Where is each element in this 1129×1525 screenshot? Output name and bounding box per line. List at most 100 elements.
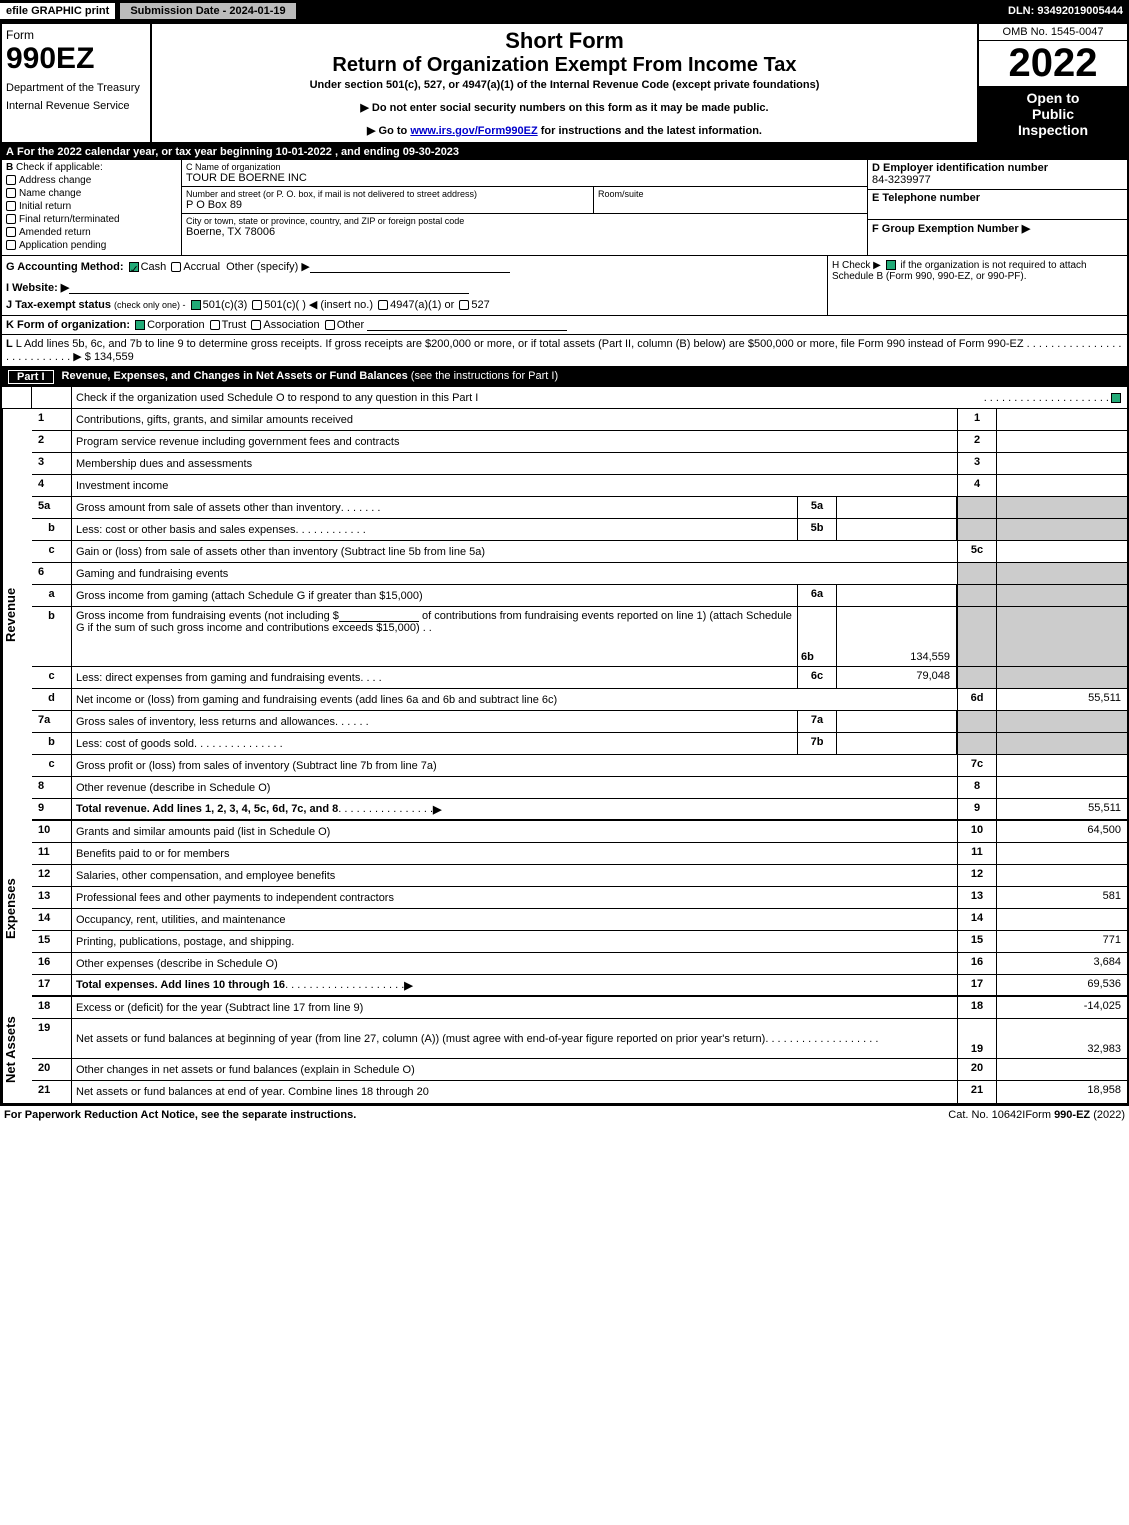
chk-initial-return[interactable] xyxy=(6,201,16,211)
chk-association[interactable] xyxy=(251,320,261,330)
line-16: 16Other expenses (describe in Schedule O… xyxy=(32,953,1127,975)
chk-accrual[interactable] xyxy=(171,262,181,272)
line-21-value: 18,958 xyxy=(997,1081,1127,1103)
other-specify-input[interactable] xyxy=(310,261,510,273)
section-c: C Name of organization TOUR DE BOERNE IN… xyxy=(182,160,867,255)
line-2: 2Program service revenue including gover… xyxy=(32,431,1127,453)
line-6d-value: 55,511 xyxy=(997,689,1127,710)
chk-527[interactable] xyxy=(459,300,469,310)
line-10-value: 64,500 xyxy=(997,821,1127,842)
line-6c-value: 79,048 xyxy=(837,667,957,688)
group-exemption-label: F Group Exemption Number ▶ xyxy=(872,223,1030,235)
footer: For Paperwork Reduction Act Notice, see … xyxy=(0,1105,1129,1124)
line-8: 8Other revenue (describe in Schedule O)8 xyxy=(32,777,1127,799)
line-6b-value: 134,559 xyxy=(837,607,957,666)
chk-other-org[interactable] xyxy=(325,320,335,330)
line-14: 14Occupancy, rent, utilities, and mainte… xyxy=(32,909,1127,931)
chk-trust[interactable] xyxy=(210,320,220,330)
phone-label: E Telephone number xyxy=(872,192,980,204)
line-5a-value xyxy=(837,497,957,518)
line-7c: cGross profit or (loss) from sales of in… xyxy=(32,755,1127,777)
contrib-amount-input[interactable] xyxy=(339,610,419,622)
chk-final-return[interactable] xyxy=(6,214,16,224)
line-11: 11Benefits paid to or for members11 xyxy=(32,843,1127,865)
revenue-section: Revenue 1Contributions, gifts, grants, a… xyxy=(2,409,1127,821)
efile-label: efile GRAPHIC print xyxy=(0,3,115,19)
room-suite-label: Room/suite xyxy=(593,187,648,213)
section-g-h: G Accounting Method: ✓Cash Accrual Other… xyxy=(2,256,1127,316)
other-org-input[interactable] xyxy=(367,319,567,331)
line-13: 13Professional fees and other payments t… xyxy=(32,887,1127,909)
line-5c-value xyxy=(997,541,1127,562)
expenses-section: Expenses 10Grants and similar amounts pa… xyxy=(2,821,1127,997)
line-3: 3Membership dues and assessments3 xyxy=(32,453,1127,475)
section-a: A For the 2022 calendar year, or tax yea… xyxy=(2,144,1127,160)
gross-receipts-amount: ▶ $ 134,559 xyxy=(73,351,133,363)
line-17-value: 69,536 xyxy=(997,975,1127,995)
line-15: 15Printing, publications, postage, and s… xyxy=(32,931,1127,953)
line-19-value: 32,983 xyxy=(997,1019,1127,1058)
line-1: 1Contributions, gifts, grants, and simil… xyxy=(32,409,1127,431)
line-5b-value xyxy=(837,519,957,540)
title-main: Return of Organization Exempt From Incom… xyxy=(160,54,969,77)
chk-501c3[interactable] xyxy=(191,300,201,310)
chk-amended-return[interactable] xyxy=(6,227,16,237)
inspection-box: Open to Public Inspection xyxy=(979,86,1127,142)
form-number: 990EZ xyxy=(6,42,146,76)
line-15-value: 771 xyxy=(997,931,1127,952)
city-label: City or town, state or province, country… xyxy=(186,216,863,226)
chk-schedule-o[interactable] xyxy=(1111,393,1121,403)
chk-501c[interactable] xyxy=(252,300,262,310)
org-name-label: C Name of organization xyxy=(186,162,863,172)
header-center: Short Form Return of Organization Exempt… xyxy=(152,24,977,142)
line-4: 4Investment income4 xyxy=(32,475,1127,497)
line-6b: bGross income from fundraising events (n… xyxy=(32,607,1127,667)
chk-corporation[interactable] xyxy=(135,320,145,330)
chk-cash[interactable]: ✓ xyxy=(129,262,139,272)
chk-4947[interactable] xyxy=(378,300,388,310)
section-k: K Form of organization: Corporation Trus… xyxy=(2,316,1127,335)
footer-cat: Cat. No. 10642I xyxy=(948,1109,1025,1121)
chk-address-change[interactable] xyxy=(6,175,16,185)
line-5c: cGain or (loss) from sale of assets othe… xyxy=(32,541,1127,563)
chk-schedule-b[interactable] xyxy=(886,260,896,270)
line-12: 12Salaries, other compensation, and empl… xyxy=(32,865,1127,887)
form-container: Form 990EZ Department of the Treasury In… xyxy=(0,22,1129,1105)
footer-right: Form 990-EZ (2022) xyxy=(1025,1109,1125,1121)
subtitle: Under section 501(c), 527, or 4947(a)(1)… xyxy=(160,79,969,91)
ein-value: 84-3239977 xyxy=(872,174,1123,186)
part1-header: Part I Revenue, Expenses, and Changes in… xyxy=(2,367,1127,387)
part1-label: Part I xyxy=(8,370,54,384)
line-9-value: 55,511 xyxy=(997,799,1127,819)
irs-label: Internal Revenue Service xyxy=(6,100,146,112)
department-label: Department of the Treasury xyxy=(6,82,146,94)
line-6c: cLess: direct expenses from gaming and f… xyxy=(32,667,1127,689)
line-20: 20Other changes in net assets or fund ba… xyxy=(32,1059,1127,1081)
info-grid: B Check if applicable: Address change Na… xyxy=(2,160,1127,256)
chk-application-pending[interactable] xyxy=(6,240,16,250)
line-6: 6Gaming and fundraising events xyxy=(32,563,1127,585)
line-9: 9Total revenue. Add lines 1, 2, 3, 4, 5c… xyxy=(32,799,1127,821)
line-19: 19Net assets or fund balances at beginni… xyxy=(32,1019,1127,1059)
line-14-value xyxy=(997,909,1127,930)
tax-year: 2022 xyxy=(979,41,1127,86)
line-20-value xyxy=(997,1059,1127,1080)
note-ssn: ▶ Do not enter social security numbers o… xyxy=(160,101,969,114)
form-word: Form xyxy=(6,28,146,42)
expenses-side-label: Expenses xyxy=(2,821,32,997)
line-5a: 5aGross amount from sale of assets other… xyxy=(32,497,1127,519)
line-6d: dNet income or (loss) from gaming and fu… xyxy=(32,689,1127,711)
title-short: Short Form xyxy=(160,28,969,54)
website-input[interactable] xyxy=(69,282,469,294)
line-8-value xyxy=(997,777,1127,798)
irs-link[interactable]: www.irs.gov/Form990EZ xyxy=(410,125,537,137)
org-name-value: TOUR DE BOERNE INC xyxy=(186,172,863,184)
net-assets-side-label: Net Assets xyxy=(2,997,32,1103)
street-value: P O Box 89 xyxy=(186,199,863,211)
line-17: 17Total expenses. Add lines 10 through 1… xyxy=(32,975,1127,997)
city-value: Boerne, TX 78006 xyxy=(186,226,863,238)
top-bar: efile GRAPHIC print Submission Date - 20… xyxy=(0,0,1129,22)
chk-name-change[interactable] xyxy=(6,188,16,198)
section-d-e-f: D Employer identification number 84-3239… xyxy=(867,160,1127,255)
line-11-value xyxy=(997,843,1127,864)
